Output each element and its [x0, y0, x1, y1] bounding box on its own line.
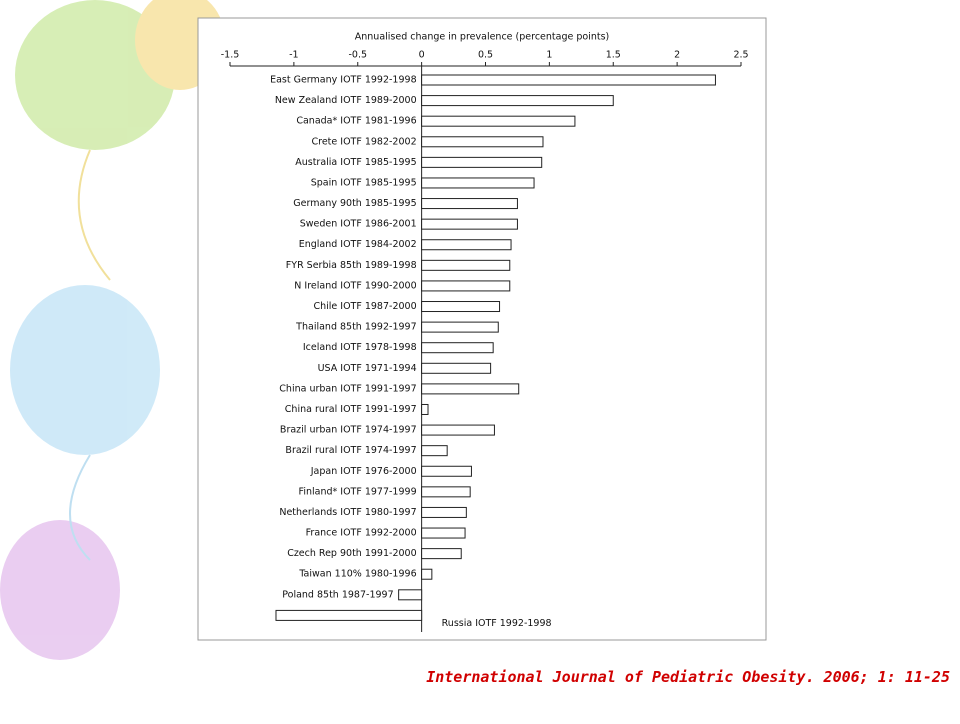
category-label: East Germany IOTF 1992-1998: [270, 75, 417, 86]
bar: [421, 74, 716, 86]
category-label: England IOTF 1984-2002: [299, 239, 417, 250]
category-label: Thailand 85th 1992-1997: [295, 322, 416, 333]
bar: [421, 424, 495, 436]
category-label: Chile IOTF 1987-2000: [313, 301, 416, 312]
bar: [421, 403, 429, 415]
category-label: Brazil urban IOTF 1974-1997: [280, 425, 417, 436]
category-label: Japan IOTF 1976-2000: [310, 466, 417, 477]
bar: [421, 383, 520, 395]
category-label: Iceland IOTF 1978-1998: [303, 342, 417, 353]
category-label: Taiwan 110% 1980-1996: [298, 569, 416, 580]
category-label: Poland 85th 1987-1997: [282, 589, 393, 600]
bar: [421, 527, 466, 539]
x-tick-label: 1.5: [606, 50, 621, 61]
category-label: China rural IOTF 1991-1997: [285, 404, 417, 415]
bar: [421, 445, 448, 457]
bar: [421, 548, 462, 560]
bar: [398, 589, 423, 601]
bar: [421, 301, 501, 313]
bar: [421, 115, 576, 127]
bar: [421, 321, 499, 333]
citation: International Journal of Pediatric Obesi…: [426, 668, 950, 686]
bar: [275, 609, 423, 621]
category-label: N Ireland IOTF 1990-2000: [294, 280, 416, 291]
bar: [421, 239, 512, 251]
category-label: FYR Serbia 85th 1989-1998: [286, 260, 417, 271]
x-tick-label: 0.5: [478, 50, 493, 61]
category-label: Czech Rep 90th 1991-2000: [287, 548, 416, 559]
category-label: Australia IOTF 1985-1995: [295, 157, 416, 168]
bar: [421, 280, 511, 292]
balloon-decoration: [0, 0, 225, 660]
bar: [421, 198, 518, 210]
category-label: New Zealand IOTF 1989-2000: [275, 95, 417, 106]
category-label: Brazil rural IOTF 1974-1997: [285, 445, 416, 456]
category-label: Canada* IOTF 1981-1996: [296, 116, 416, 127]
bar: [421, 342, 494, 354]
chart-title: Annualised change in prevalence (percent…: [355, 32, 609, 43]
bar: [421, 568, 433, 580]
bar: [421, 506, 467, 518]
category-label: Sweden IOTF 1986-2001: [300, 219, 417, 230]
x-tick-label: 2: [674, 50, 680, 61]
bar: [421, 95, 614, 107]
category-label: Spain IOTF 1985-1995: [311, 177, 417, 188]
category-label: France IOTF 1992-2000: [306, 528, 417, 539]
category-label: USA IOTF 1971-1994: [318, 363, 417, 374]
bar: [421, 218, 518, 230]
category-label: Netherlands IOTF 1980-1997: [279, 507, 416, 518]
bar: [421, 156, 543, 168]
bar: [421, 465, 472, 477]
bar: [421, 136, 544, 148]
category-label: Germany 90th 1985-1995: [293, 198, 416, 209]
category-label: Crete IOTF 1982-2002: [312, 136, 417, 147]
category-label: Finland* IOTF 1977-1999: [299, 486, 417, 497]
x-tick-label: 2.5: [733, 50, 748, 61]
x-tick-label: 0: [419, 50, 425, 61]
category-label: Russia IOTF 1992-1998: [442, 618, 552, 629]
x-tick-label: -0.5: [348, 50, 367, 61]
bar: [421, 486, 471, 498]
category-label: China urban IOTF 1991-1997: [279, 383, 416, 394]
bar: [421, 362, 492, 374]
x-tick-label: -1.5: [221, 50, 240, 61]
x-tick-label: -1: [289, 50, 298, 61]
bar: [421, 259, 511, 271]
x-tick-label: 1: [546, 50, 552, 61]
bar: [421, 177, 535, 189]
